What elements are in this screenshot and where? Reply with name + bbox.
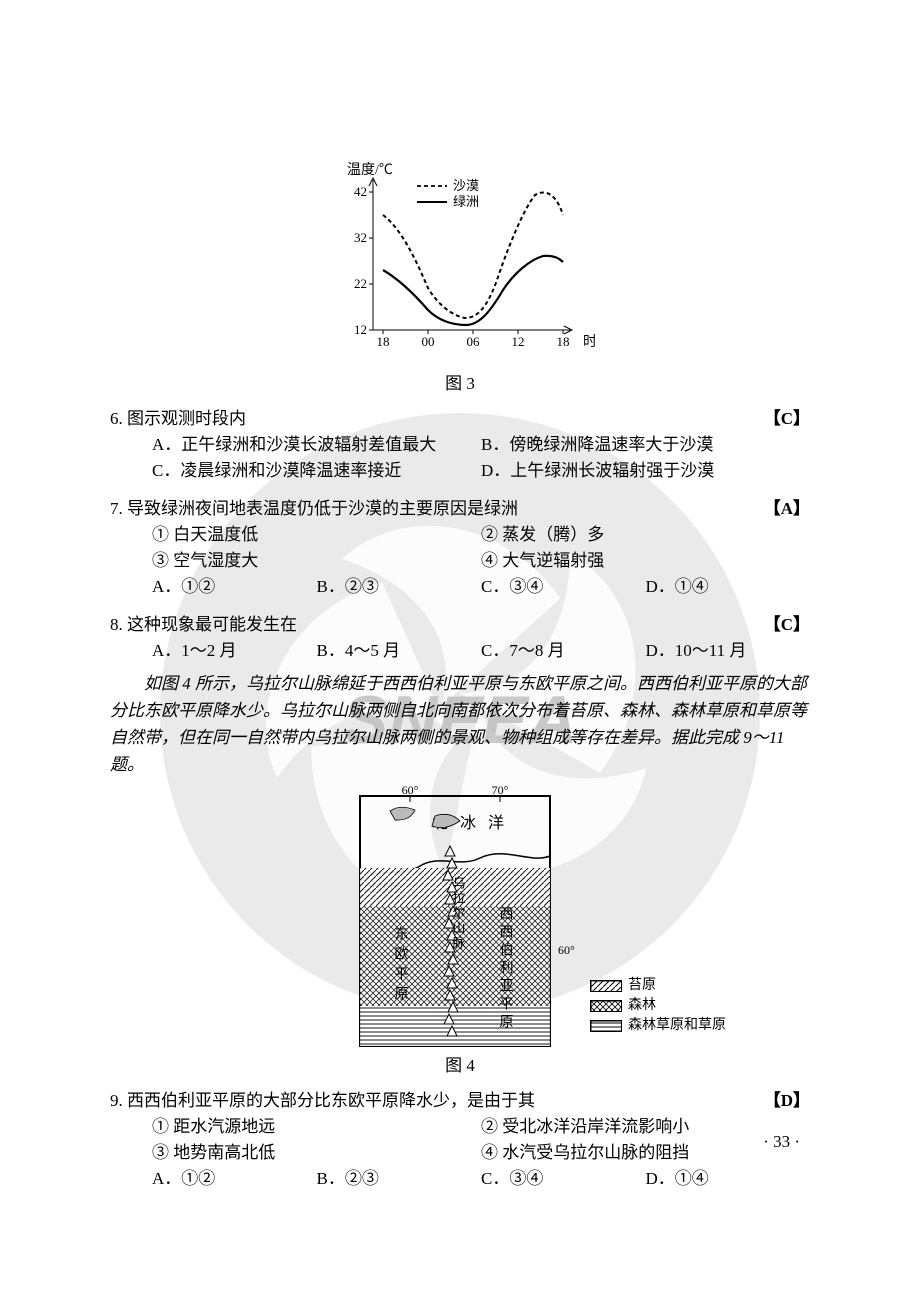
q7-opt-c: C．③④ <box>481 574 646 600</box>
question-6: 6. 图示观测时段内 【C】 <box>110 404 810 432</box>
map-ural: 60° 70° 60° 北 冰 洋 北极圈 <box>340 786 580 1056</box>
y-axis-label: 温度/℃ <box>347 162 393 178</box>
svg-text:12: 12 <box>354 322 367 337</box>
series-desert <box>383 192 563 318</box>
figure-4: 60° 70° 60° 北 冰 洋 北极圈 <box>110 786 810 1076</box>
question-8-options: A．1～2 月 B．4～5 月 C．7～8 月 D．10～11 月 <box>110 638 810 664</box>
chart-temperature: 温度/℃ 12 22 32 42 18 00 06 12 <box>325 160 595 360</box>
legend-tundra: 苔原 <box>590 976 726 996</box>
svg-text:60°: 60° <box>402 786 419 797</box>
svg-text:西西伯利亚平原: 西西伯利亚平原 <box>498 906 514 1032</box>
svg-text:时: 时 <box>583 334 595 350</box>
question-7-options: A．①② B．②③ C．③④ D．①④ <box>110 574 810 600</box>
q9-opt-a: A．①② <box>152 1166 317 1192</box>
svg-text:22: 22 <box>354 276 367 291</box>
answer-7: 【A】 <box>764 494 810 519</box>
map-legend: 苔原 森林 森林草原和草原 <box>590 976 726 1036</box>
svg-text:12: 12 <box>512 334 525 349</box>
figure-4-caption: 图 4 <box>110 1051 810 1076</box>
q8-opt-a: A．1～2 月 <box>152 638 317 664</box>
legend-grassland: 森林草原和草原 <box>590 1016 726 1036</box>
figure-3: 温度/℃ 12 22 32 42 18 00 06 12 <box>110 160 810 394</box>
svg-text:70°: 70° <box>492 786 509 797</box>
svg-text:乌拉尔山脉: 乌拉尔山脉 <box>451 875 466 951</box>
q9-opt-c: C．③④ <box>481 1166 646 1192</box>
svg-text:东欧平原: 东欧平原 <box>393 926 409 1006</box>
figure-3-caption: 图 3 <box>110 369 810 394</box>
page-content: 温度/℃ 12 22 32 42 18 00 06 12 <box>0 0 920 1192</box>
passage-ural: 如图 4 所示，乌拉尔山脉绵延于西西伯利亚平原与东欧平原之间。西西伯利亚平原的大… <box>110 670 810 778</box>
question-9-options: A．①② B．②③ C．③④ D．①④ <box>110 1166 810 1192</box>
svg-text:绿洲: 绿洲 <box>453 194 479 209</box>
chart-legend: 沙漠 绿洲 <box>417 178 479 209</box>
answer-8: 【C】 <box>764 610 810 635</box>
q9-opt-b: B．②③ <box>317 1166 482 1192</box>
answer-6: 【C】 <box>764 404 810 429</box>
svg-text:32: 32 <box>354 230 367 245</box>
q6-opt-d: D．上午绿洲长波辐射强于沙漠 <box>481 458 810 484</box>
question-7: 7. 导致绿洲夜间地表温度仍低于沙漠的主要原因是绿洲 【A】 <box>110 494 810 522</box>
q8-opt-d: D．10～11 月 <box>646 638 811 664</box>
q8-opt-b: B．4～5 月 <box>317 638 482 664</box>
question-6-options: A．正午绿洲和沙漠长波辐射差值最大 B．傍晚绿洲降温速率大于沙漠 C．凌晨绿洲和… <box>110 432 810 484</box>
q7-opt-d: D．①④ <box>646 574 811 600</box>
legend-forest: 森林 <box>590 996 726 1016</box>
q7-opt-a: A．①② <box>152 574 317 600</box>
q6-opt-c: C．凌晨绿洲和沙漠降温速率接近 <box>152 458 481 484</box>
question-8: 8. 这种现象最可能发生在 【C】 <box>110 610 810 638</box>
q8-opt-c: C．7～8 月 <box>481 638 646 664</box>
q7-opt-b: B．②③ <box>317 574 482 600</box>
svg-text:00: 00 <box>422 334 435 349</box>
q6-opt-a: A．正午绿洲和沙漠长波辐射差值最大 <box>152 432 481 458</box>
svg-text:18: 18 <box>557 334 570 349</box>
q6-opt-b: B．傍晚绿洲降温速率大于沙漠 <box>481 432 810 458</box>
question-9-statements: ① 距水汽源地远 ② 受北冰洋沿岸洋流影响小 ③ 地势南高北低 ④ 水汽受乌拉尔… <box>110 1114 810 1166</box>
svg-text:沙漠: 沙漠 <box>453 178 479 193</box>
svg-text:60°: 60° <box>558 943 575 957</box>
series-oasis <box>383 256 563 325</box>
svg-text:42: 42 <box>354 184 367 199</box>
q9-opt-d: D．①④ <box>646 1166 811 1192</box>
answer-9: 【D】 <box>764 1086 810 1111</box>
svg-text:18: 18 <box>377 334 390 349</box>
question-7-statements: ① 白天温度低 ② 蒸发（腾）多 ③ 空气湿度大 ④ 大气逆辐射强 <box>110 522 810 574</box>
question-9: 9. 西西伯利亚平原的大部分比东欧平原降水少，是由于其 【D】 <box>110 1086 810 1114</box>
svg-text:06: 06 <box>467 334 481 349</box>
